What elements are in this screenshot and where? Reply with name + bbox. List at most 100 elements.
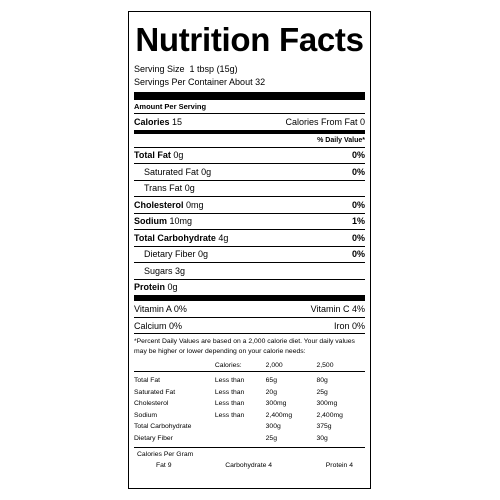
dv-cell: 20g [265,388,277,396]
iron: Iron 0% [333,320,365,331]
nutrient-name: Cholesterol 0mg [134,200,204,210]
nutrient-label: Protein [134,282,166,293]
serving-size-value: 1 tbsp (15g) [189,64,238,74]
calories-from-fat: Calories From Fat 0 [285,116,365,127]
dv-cell: Dietary Fiber [134,434,173,442]
dv-header-cell: 2,500 [316,359,365,372]
cpg-protein: Protein 4 [325,462,353,469]
nutrient-name: Protein 0g [134,282,178,292]
serving-size-line: Serving Size 1 tbsp (15g) [134,63,365,76]
table-row: Total Fat Less than 65g 80g [134,372,365,387]
nutrient-label: Total Carbohydrate [134,232,216,243]
nutrient-dv: 0% [351,199,365,210]
vitamin-row-a-c: Vitamin A 0% Vitamin C 4% [134,301,365,317]
calories-per-gram: Calories Per Gram Fat 9 Carbohydrate 4 P… [134,447,365,469]
nutrient-label: Saturated Fat [144,166,199,177]
serving-info: Serving Size 1 tbsp (15g) Servings Per C… [134,63,365,89]
cpg-fat: Fat 9 [156,462,172,469]
dv-cell [215,433,266,445]
nutrient-label: Sodium [134,216,167,227]
dv-cell: 2,400mg [265,411,293,419]
nutrient-row-protein: Protein 0g [134,278,365,296]
dv-cell: Saturated Fat [134,388,176,396]
table-row: Total Carbohydrate 300g 375g [134,421,365,433]
dv-cell: 300mg [265,400,287,408]
dv-cell: 2,400mg [316,411,343,419]
medium-divider [134,129,365,134]
nutrient-amount: 0mg [186,199,204,210]
nutrient-row-total-carbohydrate: Total Carbohydrate 4g 0% [134,229,365,246]
dv-cell: Total Fat [134,377,161,385]
dv-cell: 300g [265,423,281,431]
dv-cell: Less than [214,400,245,408]
nutrient-name: Sodium 10mg [134,216,192,226]
amount-per-serving: Amount Per Serving [134,102,207,111]
nutrient-dv: 0% [351,150,365,161]
nutrient-label: Dietary Fiber [144,249,196,260]
nutrient-row-saturated-fat: Saturated Fat 0g 0% [134,163,365,180]
dv-header-cell: 2,000 [265,359,317,372]
nutrient-label: Total Fat [134,150,171,161]
nutrient-dv: 0% [351,232,365,243]
nutrient-row-dietary-fiber: Dietary Fiber 0g 0% [134,245,365,263]
nutrient-name: Trans Fat 0g [144,183,195,193]
daily-value-header: % Daily Value* [317,136,365,144]
serving-size-label: Serving Size [134,64,185,74]
nutrient-name: Dietary Fiber 0g [144,249,208,259]
nutrient-amount: 0g [167,282,178,293]
dv-cell: Less than [214,377,245,385]
cpg-label: Calories Per Gram [137,451,194,458]
dv-cell: 30g [316,434,328,442]
daily-value-footnote: *Percent Daily Values are based on a 2,0… [134,333,365,357]
nutrient-name: Total Fat 0g [134,150,183,160]
dv-cell: 80g [316,377,328,385]
dv-header-cell: Calories: [214,359,266,372]
servings-per-container: Servings Per Container About 32 [134,77,266,87]
calories-row: Calories 15 Calories From Fat 0 [134,113,365,130]
nutrient-label: Cholesterol [134,199,184,210]
label-title: Nutrition Facts [135,21,364,58]
vitamin-row-calcium-iron: Calcium 0% Iron 0% [134,317,365,333]
nutrient-amount: 0g [201,166,212,177]
nutrient-dv: 0% [351,249,365,260]
dv-cell: Cholesterol [134,400,169,408]
table-row: Cholesterol Less than 300mg 300mg [134,398,365,410]
table-row: Saturated Fat Less than 20g 25g [134,387,365,399]
dv-cell: 375g [316,423,332,431]
nutrient-row-sugars: Sugars 3g [134,262,365,279]
vitamin-a: Vitamin A 0% [134,304,187,314]
nutrient-row-total-fat: Total Fat 0g 0% [134,146,365,164]
daily-values-table: Calories: 2,000 2,500 Total Fat Less tha… [134,359,365,444]
dv-cell: Total Carbohydrate [134,423,192,431]
nutrient-dv: 0% [351,166,365,177]
nutrient-name: Sugars 3g [144,266,185,276]
thick-divider [134,92,365,100]
nutrient-name: Saturated Fat 0g [144,167,211,177]
nutrient-amount: 0g [173,150,184,161]
nutrient-name: Total Carbohydrate 4g [134,233,228,243]
nutrient-amount: 3g [175,265,186,276]
nutrient-label: Trans Fat [144,183,183,194]
calories-value: 15 [172,116,183,127]
cpg-carbohydrate: Carbohydrate 4 [225,462,273,469]
nutrition-facts-label: Nutrition Facts Serving Size 1 tbsp (15g… [128,11,371,489]
nutrient-amount: 10mg [169,216,193,227]
table-row: Sodium Less than 2,400mg 2,400mg [134,410,365,422]
dv-cell: Sodium [134,411,158,419]
nutrient-row-cholesterol: Cholesterol 0mg 0% [134,196,365,213]
nutrient-row-trans-fat: Trans Fat 0g [134,179,365,197]
nutrient-amount: 0g [184,183,195,194]
nutrient-row-sodium: Sodium 10mg 1% [134,212,365,230]
dv-cell: Less than [214,411,245,419]
calories-left: Calories 15 [134,117,182,127]
dv-cell: Less than [214,388,245,396]
cpg-values: Fat 9 Carbohydrate 4 Protein 4 [134,458,365,469]
dv-cell: 65g [265,377,277,385]
dv-cell: 25g [316,388,328,396]
nutrient-label: Sugars [144,265,173,276]
nutrient-amount: 0g [198,249,209,260]
dv-cell: 25g [265,434,277,442]
calcium: Calcium 0% [134,320,183,331]
dv-cell: 300mg [316,400,338,408]
dv-cell [215,421,266,433]
